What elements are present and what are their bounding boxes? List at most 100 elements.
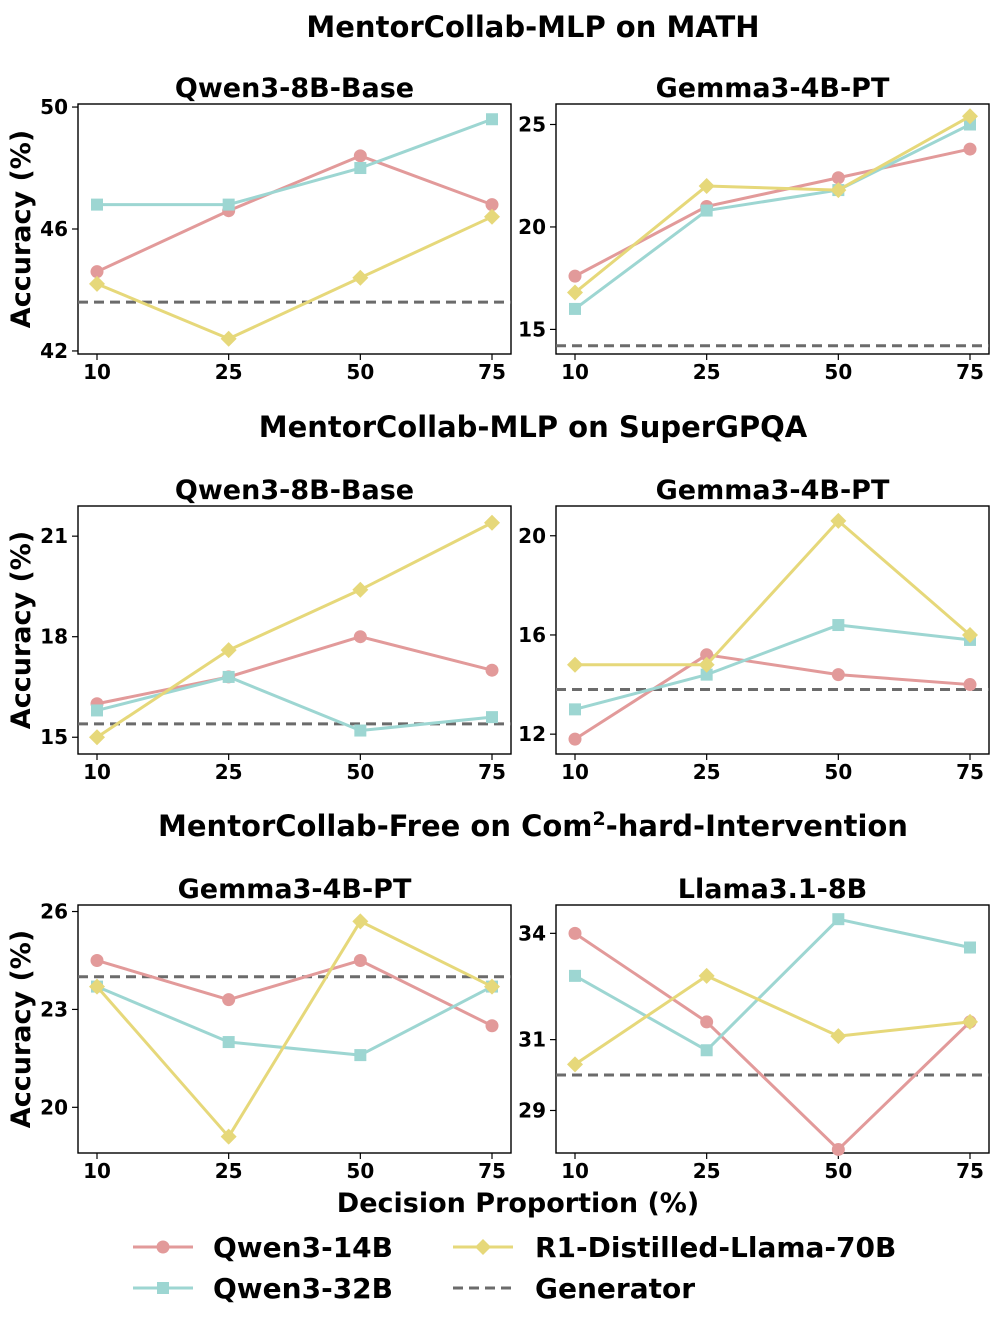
x-tick-label: 50: [824, 1159, 852, 1183]
y-tick-label: 26: [40, 900, 68, 924]
series-line: [574, 653, 971, 741]
data-point: [484, 208, 500, 225]
data-point: [569, 302, 581, 315]
y-axis-label: Accuracy (%): [6, 130, 37, 328]
series-qwen3-32b: [569, 913, 976, 1057]
y-tick-label: 15: [40, 725, 68, 749]
series-line: [96, 521, 493, 739]
series-line: [96, 215, 493, 341]
data-point: [700, 1044, 713, 1057]
legend-label-qwen3-32b: Qwen3-32B: [213, 1272, 393, 1305]
data-point: [484, 514, 500, 531]
y-tick-label: 25: [518, 112, 546, 136]
section-title-com2: MentorCollab-Free on Com2-hard-Intervent…: [158, 808, 908, 843]
series-line: [96, 635, 493, 706]
data-point: [485, 198, 499, 212]
series-line: [96, 154, 493, 274]
series-qwen3-14b: [568, 648, 977, 746]
series-qwen3-14b: [90, 630, 499, 711]
legend-label-generator: Generator: [535, 1272, 695, 1305]
x-tick-label: 25: [693, 760, 721, 784]
legend: Qwen3-14B R1-Distilled-Llama-70B Qwen3-3…: [133, 1231, 896, 1305]
data-point: [567, 656, 583, 673]
series-r1-distilled-llama-70b: [567, 512, 978, 673]
series-qwen3-14b: [90, 149, 499, 279]
plot-frame: [555, 103, 990, 355]
data-point: [962, 108, 978, 125]
data-point: [353, 953, 367, 967]
legend-marker-qwen3-32b: [157, 1282, 169, 1294]
x-tick-label: 50: [346, 1159, 374, 1183]
data-point: [90, 953, 104, 967]
y-tick-label: 31: [518, 1028, 546, 1052]
x-tick-label: 25: [693, 1159, 721, 1183]
y-tick-label: 16: [518, 623, 546, 647]
data-point: [700, 204, 713, 217]
data-point: [830, 182, 847, 199]
data-point: [700, 668, 713, 681]
data-point: [352, 269, 369, 286]
x-tick-label: 50: [346, 760, 374, 784]
x-tick-label: 75: [478, 1159, 506, 1183]
series-line: [96, 958, 493, 1028]
data-point: [830, 1028, 847, 1045]
x-tick-label: 75: [478, 360, 506, 384]
y-tick-label: 46: [40, 217, 68, 241]
data-point: [222, 198, 235, 211]
chart-title: Gemma3-4B-PT: [178, 874, 412, 905]
x-tick-label: 10: [561, 1159, 589, 1183]
y-tick-label: 21: [40, 524, 68, 548]
data-point: [569, 969, 581, 982]
y-tick-label: 23: [40, 997, 68, 1021]
chart-title: Gemma3-4B-PT: [656, 73, 890, 104]
section-title-com2-prefix: MentorCollab-Free on Com: [158, 809, 593, 843]
data-point: [222, 1036, 235, 1049]
x-tick-label: 75: [956, 760, 984, 784]
chart-title: Qwen3-8B-Base: [175, 475, 414, 506]
data-point: [830, 512, 847, 529]
figure-xlabel: Decision Proportion (%): [337, 1188, 699, 1219]
x-tick-label: 10: [561, 360, 589, 384]
data-point: [963, 678, 977, 692]
y-tick-label: 15: [518, 317, 546, 341]
data-point: [567, 1056, 583, 1073]
series-qwen3-14b: [568, 926, 977, 1156]
series-line: [574, 974, 971, 1066]
x-tick-label: 75: [956, 360, 984, 384]
data-point: [485, 663, 499, 677]
data-point: [831, 1142, 845, 1156]
series-r1-distilled-llama-70b: [567, 967, 978, 1073]
x-tick-label: 75: [956, 1159, 984, 1183]
series-line: [574, 623, 971, 711]
data-point: [567, 284, 583, 301]
chart-title: Gemma3-4B-PT: [656, 475, 890, 506]
series-qwen3-32b: [91, 113, 498, 211]
x-tick-label: 10: [83, 760, 111, 784]
series-line: [574, 123, 971, 311]
data-point: [964, 941, 976, 954]
chart-2: Gemma3-4B-PT 10 25 50 75 15 20 25: [518, 73, 990, 384]
series-r1-distilled-llama-70b: [89, 913, 500, 1145]
data-point: [486, 113, 498, 126]
y-tick-label: 20: [40, 1095, 68, 1119]
chart-title: Llama3.1-8B: [678, 874, 867, 905]
x-tick-label: 75: [478, 760, 506, 784]
data-point: [700, 648, 714, 662]
data-point: [485, 1019, 499, 1033]
x-tick-label: 10: [561, 760, 589, 784]
y-tick-label: 50: [40, 95, 68, 119]
series-qwen3-14b: [90, 953, 499, 1033]
x-tick-label: 25: [693, 360, 721, 384]
data-point: [484, 978, 500, 995]
data-point: [832, 913, 845, 926]
plot-frame: [77, 904, 512, 1154]
data-point: [354, 1049, 367, 1062]
data-point: [831, 171, 845, 185]
plot-frame: [77, 505, 512, 755]
series-line: [96, 985, 493, 1057]
series-qwen3-14b: [568, 142, 977, 283]
series-line: [97, 117, 493, 207]
